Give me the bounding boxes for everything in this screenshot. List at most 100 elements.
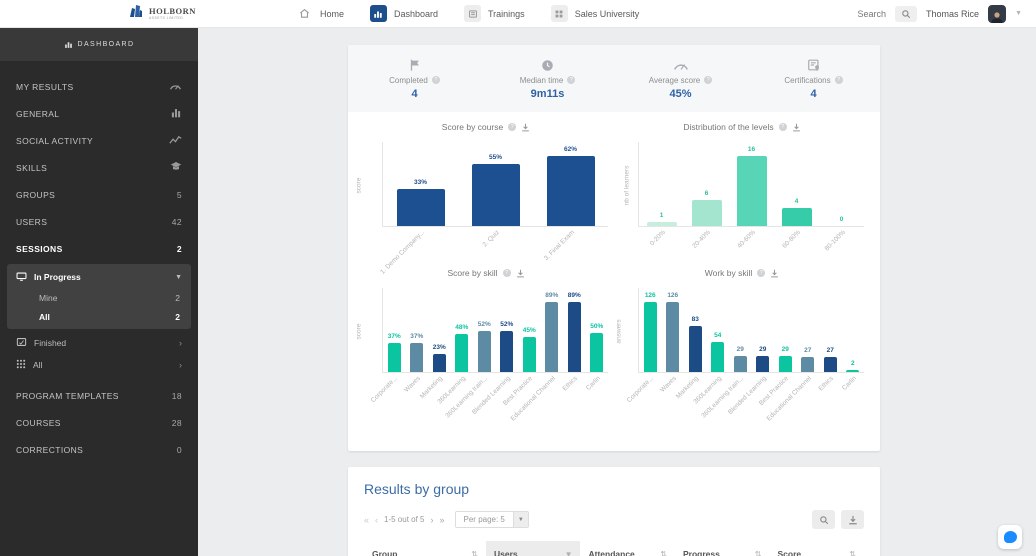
sidebar-item-users[interactable]: USERS 42: [16, 216, 182, 227]
sidebar-header: DASHBOARD: [0, 28, 198, 61]
download-icon[interactable]: [792, 123, 801, 132]
avatar[interactable]: [988, 4, 1007, 23]
column-header-attendance[interactable]: Attendance ⇅: [580, 541, 675, 556]
bar: [455, 334, 469, 372]
nav-item-sales-university[interactable]: Sales University: [550, 5, 640, 22]
bar: [646, 222, 677, 226]
info-icon[interactable]: ?: [431, 76, 440, 84]
pagination-first-icon[interactable]: «: [364, 514, 370, 525]
plot-area: 37% Corporate... 37% Waves 23% Marketing 48% 36…: [370, 288, 608, 422]
chevron-down-icon[interactable]: ▼: [1015, 10, 1022, 17]
table-search-button[interactable]: [812, 510, 835, 529]
column-header-group[interactable]: Group ⇅: [364, 541, 486, 556]
logo-building-icon: [128, 3, 144, 24]
nav-item-label: Sales University: [574, 8, 640, 19]
courses-count: 28: [171, 417, 182, 428]
sidebar-header-label: DASHBOARD: [77, 41, 135, 48]
bar: [410, 343, 424, 372]
submenu-item-mine[interactable]: Mine 2: [39, 292, 180, 303]
submenu-item-all-sessions[interactable]: All ›: [0, 354, 198, 376]
bar-value-label: 62%: [563, 146, 577, 153]
sidebar-item-courses[interactable]: COURSES 28: [16, 417, 182, 428]
sidebar-item-sessions[interactable]: SESSIONS 2: [16, 243, 182, 254]
info-icon[interactable]: ?: [834, 76, 843, 84]
sort-icon[interactable]: ▼: [564, 549, 573, 556]
chart-title: Score by skill: [447, 268, 498, 278]
nav-item-trainings[interactable]: Trainings: [464, 5, 525, 22]
bar-value-label: 27: [826, 347, 834, 354]
y-axis-label: score: [355, 177, 363, 194]
home-icon: [296, 5, 313, 22]
mine-count: 2: [175, 292, 180, 303]
bar: [736, 156, 767, 226]
bar-value-label: 33%: [413, 179, 427, 186]
chart-distribution-of-levels: Distribution of the levels ? nb of learn…: [614, 118, 870, 264]
sidebar-item-corrections[interactable]: CORRECTIONS 0: [16, 444, 182, 455]
chat-bubble-icon[interactable]: [998, 525, 1022, 549]
bar: [691, 200, 722, 226]
user-name[interactable]: Thomas Rice: [926, 8, 980, 19]
bar-value-label: 50%: [590, 323, 604, 330]
nav-item-home[interactable]: Home: [296, 5, 344, 22]
search-label: Search: [857, 8, 887, 19]
bar: [387, 343, 401, 372]
column-header-progress[interactable]: Progress ⇅: [675, 541, 770, 556]
chart-title: Work by skill: [704, 268, 753, 278]
certificate-icon: [807, 58, 821, 73]
submenu-item-in-progress[interactable]: In Progress ▼: [7, 266, 191, 288]
search-icon[interactable]: [895, 5, 918, 22]
bar: [477, 331, 491, 372]
download-icon[interactable]: [516, 269, 525, 278]
sidebar-item-general[interactable]: GENERAL: [0, 100, 198, 127]
pagination-next-icon[interactable]: ›: [430, 514, 434, 525]
column-header-users[interactable]: Users ▼: [485, 541, 581, 556]
sidebar-item-program-templates[interactable]: PROGRAM TEMPLATES 18: [16, 390, 182, 401]
logo[interactable]: HOLBORN ASSETS LIMITED: [128, 3, 196, 24]
y-axis-label: nb of learners: [623, 165, 631, 206]
table-download-button[interactable]: [841, 510, 864, 529]
pagination-last-icon[interactable]: »: [439, 514, 445, 525]
results-table-header: Group ⇅ Users ▼ Attendance ⇅ Progress ⇅ …: [364, 541, 864, 556]
bar: [545, 302, 559, 372]
nav-item-label: Home: [319, 8, 344, 19]
dashboard-icon: [369, 5, 387, 22]
info-icon[interactable]: ?: [508, 123, 517, 131]
sessions-count: 2: [176, 243, 182, 254]
download-icon[interactable]: [770, 269, 779, 278]
sidebar: DASHBOARD MY RESULTS GENERAL SOCIAL ACTI…: [0, 28, 198, 556]
sidebar-item-skills[interactable]: SKILLS: [0, 154, 198, 181]
submenu-item-finished[interactable]: Finished ›: [0, 332, 198, 354]
graduation-cap-icon: [170, 161, 182, 174]
sidebar-item-social-activity[interactable]: SOCIAL ACTIVITY: [0, 127, 198, 154]
per-page-select[interactable]: Per page: 5 ▼: [454, 511, 529, 528]
sort-icon[interactable]: ⇅: [849, 549, 856, 556]
sidebar-item-groups[interactable]: GROUPS 5: [16, 189, 182, 200]
results-by-group-card: Results by group « ‹ 1-5 out of 5 › » Pe…: [348, 467, 880, 556]
nav-item-dashboard[interactable]: Dashboard: [369, 5, 438, 22]
column-header-score[interactable]: Score ⇅: [769, 541, 864, 556]
bar-value-label: 52%: [500, 321, 514, 328]
bar: [688, 326, 702, 372]
corrections-count: 0: [176, 444, 182, 455]
info-icon[interactable]: ?: [757, 269, 766, 277]
sort-icon[interactable]: ⇅: [660, 549, 667, 556]
pagination-prev-icon[interactable]: ‹: [375, 514, 379, 525]
info-icon[interactable]: ?: [704, 76, 713, 84]
kpi-median-time-value: 9m11s: [530, 87, 565, 100]
sidebar-item-my-results[interactable]: MY RESULTS: [0, 73, 198, 100]
info-icon[interactable]: ?: [567, 76, 576, 84]
sort-icon[interactable]: ⇅: [471, 549, 478, 556]
grid-icon: [16, 359, 26, 371]
info-icon[interactable]: ?: [502, 269, 511, 277]
program-templates-count: 18: [171, 390, 182, 401]
kpi-completed-value: 4: [411, 87, 418, 100]
sort-icon[interactable]: ⇅: [754, 549, 762, 556]
bar: [733, 356, 747, 372]
download-icon[interactable]: [521, 123, 530, 132]
submenu-item-all[interactable]: All 2: [39, 311, 180, 322]
line-chart-icon: [169, 135, 182, 147]
info-icon[interactable]: ?: [778, 123, 787, 131]
groups-count: 5: [176, 189, 182, 200]
y-axis-label: score: [355, 323, 363, 340]
bar-value-label: 6: [704, 190, 709, 197]
